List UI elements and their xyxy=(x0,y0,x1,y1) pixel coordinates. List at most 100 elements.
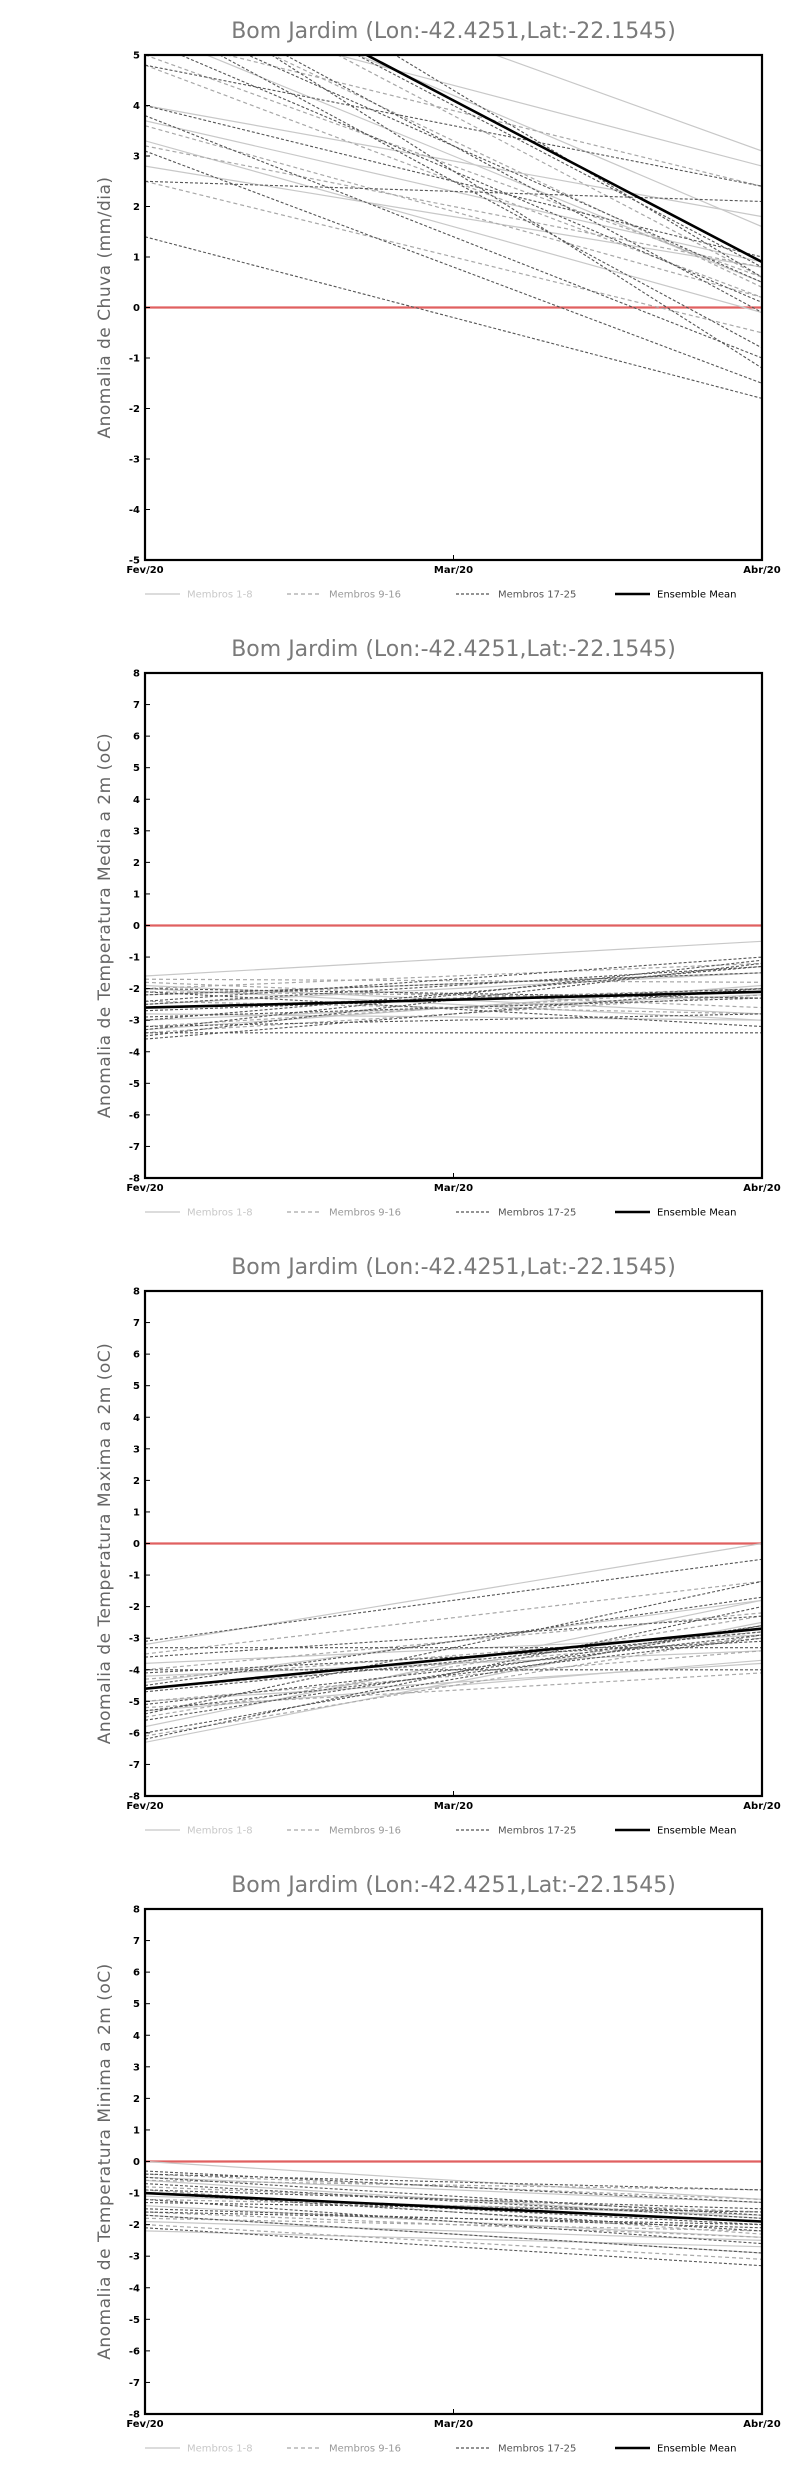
ensemble-mean-line xyxy=(145,2191,762,2223)
member-line xyxy=(145,1013,762,1028)
chart-svg: Bom Jardim (Lon:-42.4251,Lat:-22.1545) An… xyxy=(95,1873,781,2455)
legend-label: Membros 1-8 xyxy=(187,590,253,601)
chart-svg: Bom Jardim (Lon:-42.4251,Lat:-22.1545) An… xyxy=(95,637,781,1219)
legend-label: Membros 9-16 xyxy=(329,1826,401,1837)
y-tick-label: 5 xyxy=(133,1381,140,1392)
member-line xyxy=(145,104,762,218)
member-line xyxy=(145,965,762,1021)
x-tick-label: Fev/20 xyxy=(126,1801,163,1812)
legend-label: Membros 9-16 xyxy=(329,1208,401,1219)
y-tick-label: 1 xyxy=(133,889,140,900)
y-tick-label: 1 xyxy=(133,253,140,264)
legend-label: Membros 17-25 xyxy=(498,1826,576,1837)
member-line xyxy=(145,1631,762,1680)
x-tick-label: Abr/20 xyxy=(743,1183,780,1194)
y-tick-label: 8 xyxy=(133,669,140,680)
y-tick-label: 4 xyxy=(133,2031,140,2042)
y-tick-label: -6 xyxy=(129,2346,140,2357)
y-tick-label: 2 xyxy=(133,202,140,213)
y-tick-label: -2 xyxy=(129,1602,140,1613)
member-line xyxy=(145,2198,762,2245)
x-tick-label: Abr/20 xyxy=(743,2419,780,2430)
y-tick-label: -7 xyxy=(129,2378,140,2389)
y-tick-label: -3 xyxy=(129,1634,140,1645)
member-line xyxy=(145,1637,762,1712)
y-tick-label: 4 xyxy=(133,795,140,806)
member-line xyxy=(145,2173,762,2191)
member-line xyxy=(145,2224,762,2260)
y-tick-label: 1 xyxy=(133,1507,140,1518)
y-tick-label: 1 xyxy=(133,2125,140,2136)
legend-label: Membros 1-8 xyxy=(187,2444,253,2455)
member-line xyxy=(145,55,762,278)
member-line xyxy=(145,125,762,298)
y-tick-label: 0 xyxy=(133,303,140,314)
x-tick-label: Fev/20 xyxy=(126,2419,163,2430)
x-tick-label: Fev/20 xyxy=(126,1183,163,1194)
legend-label: Membros 17-25 xyxy=(498,590,576,601)
member-line xyxy=(145,64,762,187)
member-line xyxy=(145,2205,762,2238)
member-line xyxy=(145,1580,762,1655)
member-line xyxy=(145,994,762,1034)
y-tick-label: 4 xyxy=(133,101,140,112)
member-line xyxy=(145,1596,762,1687)
y-tick-label: 3 xyxy=(133,1444,140,1455)
member-line xyxy=(145,1615,762,1658)
member-line xyxy=(145,962,762,990)
member-line xyxy=(145,1634,762,1737)
x-tick-label: Mar/20 xyxy=(434,1183,473,1194)
member-line xyxy=(145,2201,762,2213)
member-line xyxy=(145,2189,762,2210)
member-line xyxy=(145,972,762,996)
member-line xyxy=(145,150,762,384)
member-line xyxy=(145,2198,762,2213)
member-line xyxy=(145,2160,762,2200)
y-tick-label: 4 xyxy=(133,1413,140,1424)
y-axis-label: Anomalia de Chuva (mm/dia) xyxy=(95,176,115,438)
series-group xyxy=(145,924,762,1040)
y-tick-label: 8 xyxy=(133,1905,140,1916)
y-tick-label: -8 xyxy=(129,1174,140,1185)
member-line xyxy=(145,1662,762,1702)
legend-label: Membros 9-16 xyxy=(329,2444,401,2455)
y-axis-label: Anomalia de Temperatura Media a 2m (oC) xyxy=(95,733,115,1118)
y-tick-label: -3 xyxy=(129,2252,140,2263)
member-line xyxy=(394,55,762,278)
member-line xyxy=(145,2189,762,2235)
member-line xyxy=(145,2220,762,2241)
member-line xyxy=(145,115,762,359)
member-line xyxy=(145,988,762,1021)
member-line xyxy=(284,55,762,313)
y-tick-label: 3 xyxy=(133,2062,140,2073)
member-line xyxy=(145,940,762,977)
y-tick-label: -4 xyxy=(129,2283,140,2294)
y-tick-label: -6 xyxy=(129,1110,140,1121)
member-line xyxy=(493,55,762,152)
member-line xyxy=(145,165,762,268)
member-line xyxy=(145,1637,762,1690)
y-tick-label: -6 xyxy=(129,1728,140,1739)
member-line xyxy=(218,55,762,349)
y-tick-label: 7 xyxy=(133,700,140,711)
member-line xyxy=(145,2173,762,2200)
y-tick-label: -5 xyxy=(129,1079,140,1090)
ensemble-mean-line xyxy=(145,990,762,1009)
y-axis-label: Anomalia de Temperatura Maxima a 2m (oC) xyxy=(95,1343,115,1745)
series-group xyxy=(145,1542,762,1743)
member-line xyxy=(145,1640,762,1674)
legend-label: Ensemble Mean xyxy=(657,2444,736,2455)
member-line xyxy=(145,1634,762,1706)
y-tick-label: -2 xyxy=(129,984,140,995)
legend-label: Membros 1-8 xyxy=(187,1208,253,1219)
y-tick-label: -3 xyxy=(129,1016,140,1027)
member-line xyxy=(145,2214,762,2254)
member-line xyxy=(145,2176,762,2216)
member-line xyxy=(145,2192,762,2232)
y-tick-label: 0 xyxy=(133,1539,140,1550)
member-line xyxy=(145,2176,762,2204)
y-tick-label: 7 xyxy=(133,1318,140,1329)
member-line xyxy=(145,1000,762,1015)
chart-title: Bom Jardim (Lon:-42.4251,Lat:-22.1545) xyxy=(231,637,676,662)
y-tick-label: 2 xyxy=(133,1476,140,1487)
